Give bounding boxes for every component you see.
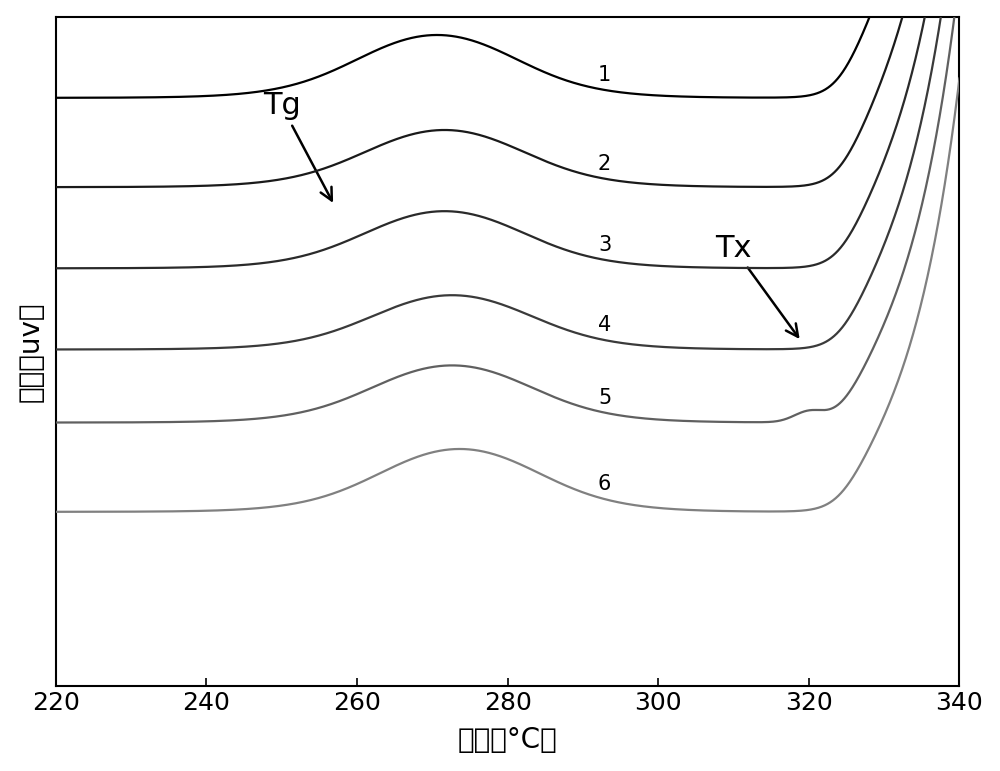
Y-axis label: 热量（uv）: 热量（uv） <box>17 301 45 402</box>
Text: 1: 1 <box>598 66 611 86</box>
Text: 2: 2 <box>598 154 611 174</box>
Text: 5: 5 <box>598 388 611 408</box>
Text: Tg: Tg <box>263 92 332 200</box>
Text: 6: 6 <box>598 474 611 494</box>
Text: Tx: Tx <box>715 234 798 337</box>
Text: 4: 4 <box>598 315 611 335</box>
Text: 3: 3 <box>598 235 611 255</box>
X-axis label: 温度（°C）: 温度（°C） <box>458 726 557 754</box>
